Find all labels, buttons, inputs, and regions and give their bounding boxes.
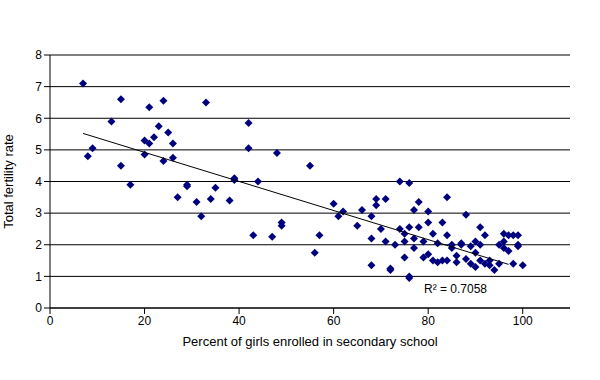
svg-text:100: 100: [513, 314, 533, 328]
svg-text:1: 1: [35, 270, 42, 284]
svg-text:40: 40: [232, 314, 246, 328]
svg-text:Percent of girls enrolled in s: Percent of girls enrolled in secondary s…: [182, 334, 437, 349]
svg-text:0: 0: [35, 301, 42, 315]
svg-text:5: 5: [35, 143, 42, 157]
svg-text:60: 60: [327, 314, 341, 328]
svg-text:Total fertility rate: Total fertility rate: [8, 134, 16, 229]
svg-text:80: 80: [422, 314, 436, 328]
svg-text:3: 3: [35, 206, 42, 220]
svg-text:6: 6: [35, 112, 42, 126]
svg-text:8: 8: [35, 48, 42, 62]
svg-text:2: 2: [35, 238, 42, 252]
svg-text:20: 20: [138, 314, 152, 328]
html-text:R² = 0.7058: R² = 0.7058: [424, 282, 487, 296]
svg-text:0: 0: [47, 314, 54, 328]
svg-text:4: 4: [35, 175, 42, 189]
svg-text:7: 7: [35, 80, 42, 94]
